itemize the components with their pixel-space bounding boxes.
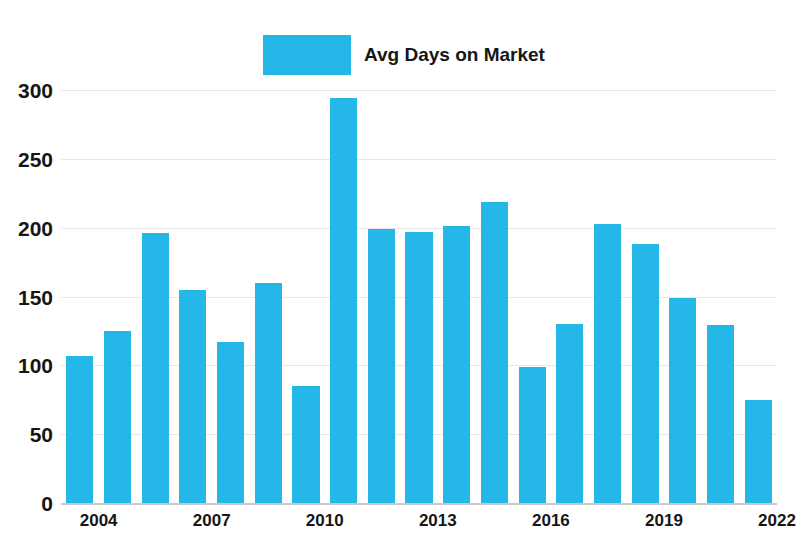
bar-slot — [626, 90, 664, 503]
bar-2016 — [519, 367, 546, 503]
bar-slot — [400, 90, 438, 503]
x-axis: 2004200720102013201620192022 — [61, 511, 777, 535]
x-tick-label: 2019 — [645, 511, 683, 531]
legend-label: Avg Days on Market — [364, 44, 545, 66]
bar-2005 — [104, 331, 131, 503]
bar-2013 — [405, 232, 432, 503]
y-axis: 050100150200250300 — [0, 90, 53, 503]
bar-slot — [363, 90, 401, 503]
bar-slot — [287, 90, 325, 503]
bar-2021 — [707, 325, 734, 503]
bar-2010 — [292, 386, 319, 503]
bar-slot — [702, 90, 740, 503]
y-tick-label: 0 — [41, 493, 53, 514]
bar-2006 — [142, 233, 169, 503]
plot-area — [61, 90, 777, 505]
y-tick-label: 100 — [18, 355, 53, 376]
x-tick-label: 2016 — [532, 511, 570, 531]
bar-2015 — [481, 202, 508, 503]
x-tick-label: 2010 — [306, 511, 344, 531]
legend-swatch — [263, 35, 351, 75]
x-tick-label: 2004 — [80, 511, 118, 531]
bar-2011 — [330, 98, 357, 503]
x-tick-label: 2022 — [758, 511, 796, 531]
x-tick-label: 2013 — [419, 511, 457, 531]
y-tick-label: 200 — [18, 217, 53, 238]
legend: Avg Days on Market — [263, 35, 545, 75]
bar-2014 — [443, 226, 470, 503]
bar-slot — [438, 90, 476, 503]
bar-slot — [551, 90, 589, 503]
bar-slot — [476, 90, 514, 503]
y-tick-label: 150 — [18, 286, 53, 307]
bar-slot — [589, 90, 627, 503]
bar-2019 — [632, 244, 659, 503]
bar-slot — [99, 90, 137, 503]
y-tick-label: 50 — [30, 424, 53, 445]
bar-2020 — [669, 298, 696, 503]
bar-slot — [325, 90, 363, 503]
bar-2017 — [556, 324, 583, 503]
bar-2012 — [368, 229, 395, 503]
bar-slot — [513, 90, 551, 503]
bar-slot — [212, 90, 250, 503]
bar-2004 — [66, 356, 93, 503]
bar-series — [61, 90, 777, 503]
bar-slot — [174, 90, 212, 503]
bar-2009 — [255, 283, 282, 503]
bar-slot — [249, 90, 287, 503]
x-tick-label: 2007 — [193, 511, 231, 531]
bar-chart: Avg Days on Market 0 50 100 150 200 250 300 20… — [0, 0, 800, 552]
bar-2018 — [594, 224, 621, 503]
bar-slot — [61, 90, 99, 503]
bar-2007 — [179, 290, 206, 503]
bar-slot — [664, 90, 702, 503]
y-tick-label: 300 — [18, 80, 53, 101]
bar-slot — [739, 90, 777, 503]
bar-slot — [136, 90, 174, 503]
y-tick-label: 250 — [18, 148, 53, 169]
bar-2022 — [745, 400, 772, 503]
bar-2008 — [217, 342, 244, 503]
